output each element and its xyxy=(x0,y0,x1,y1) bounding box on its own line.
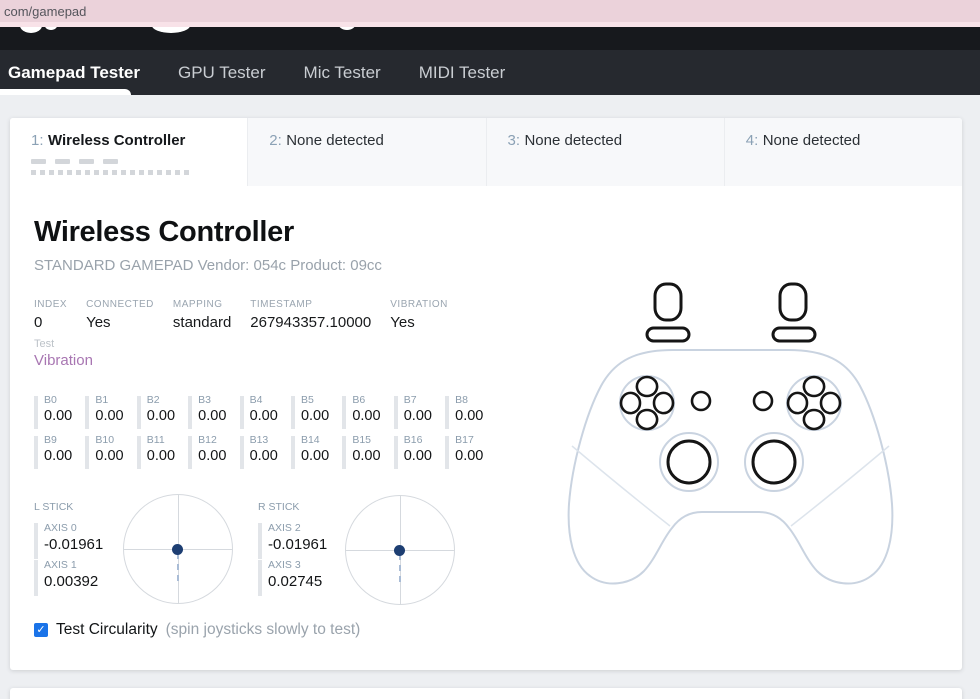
controller-body-icon xyxy=(567,349,894,585)
button-cell-b7: B7 0.00 xyxy=(393,394,445,431)
axis-3-cell: AXIS 3 0.02745 xyxy=(258,559,348,596)
right-stick-icon xyxy=(751,439,797,485)
button-cell-b16: B16 0.00 xyxy=(393,434,445,471)
body-seam-right xyxy=(790,445,890,527)
nav-item-gamepad-tester[interactable]: Gamepad Tester xyxy=(8,62,140,82)
tab-slot-4[interactable]: 4: None detected xyxy=(723,118,962,186)
info-vibration: VIBRATION Yes xyxy=(390,299,448,331)
body-seam-left xyxy=(571,445,671,527)
button-cell-b12: B12 0.00 xyxy=(188,434,239,471)
right-trigger-icon xyxy=(778,282,808,322)
tab-slot-1[interactable]: 1: Wireless Controller xyxy=(10,118,248,186)
button-cell-b2: B2 0.00 xyxy=(136,394,188,431)
button-cell-b0: B0 0.00 xyxy=(34,394,85,431)
tab-slot-3[interactable]: 3: None detected xyxy=(485,118,724,186)
tab-number: 2: xyxy=(269,132,282,149)
info-mapping: MAPPING standard xyxy=(172,299,232,331)
left-trigger-icon xyxy=(653,282,683,322)
app-header xyxy=(0,27,980,50)
gamepad-diagram xyxy=(567,282,894,585)
left-bumper-icon xyxy=(645,326,691,343)
logo-shape-icon xyxy=(44,27,58,30)
share-button-icon xyxy=(690,390,712,412)
gamepad-info-row: INDEX 0 CONNECTED Yes MAPPING standard T… xyxy=(34,299,448,331)
tab-label: None detected xyxy=(524,132,623,149)
button-values-grid: B0 0.00 B1 0.00 B2 0.00 B3 0.00 B4 0.00 B5 0.0… xyxy=(34,394,497,471)
left-stick-plot xyxy=(123,494,233,604)
browser-url-bar[interactable]: com/gamepad xyxy=(0,0,980,27)
button-cell-b4: B4 0.00 xyxy=(239,394,291,431)
logo-shape-icon xyxy=(338,27,356,30)
right-bumper-icon xyxy=(771,326,817,343)
logo-shape-icon xyxy=(152,27,190,33)
button-cell-b3: B3 0.00 xyxy=(188,394,239,431)
tab-label: None detected xyxy=(762,132,861,149)
next-section-card xyxy=(10,688,962,699)
vibration-test-link[interactable]: Vibration xyxy=(34,352,93,369)
button-cell-b10: B10 0.00 xyxy=(85,434,136,471)
tab-label: None detected xyxy=(286,132,384,149)
nav-item-mic-tester[interactable]: Mic Tester xyxy=(303,62,381,82)
test-label: Test xyxy=(34,338,55,350)
axis-1-cell: AXIS 1 0.00392 xyxy=(34,559,124,596)
gamepad-slot-tabs: 1: Wireless Controller 2: None detected … xyxy=(10,118,962,186)
button-cell-b11: B11 0.00 xyxy=(136,434,188,471)
page-title: Wireless Controller xyxy=(34,216,294,248)
circularity-hint: (spin joysticks slowly to test) xyxy=(165,621,361,638)
button-cell-b6: B6 0.00 xyxy=(342,394,393,431)
top-nav: Gamepad Tester GPU Tester Mic Tester MID… xyxy=(0,50,980,95)
url-bar-stripe xyxy=(0,22,980,27)
left-stick-header: L STICK xyxy=(34,501,74,513)
options-button-icon xyxy=(752,390,774,412)
tab-number: 3: xyxy=(507,132,521,149)
logo-shape-icon xyxy=(20,27,42,33)
circularity-label: Test Circularity xyxy=(56,621,158,638)
button-cell-b13: B13 0.00 xyxy=(239,434,291,471)
test-circularity-checkbox[interactable]: ✓ xyxy=(34,623,48,637)
dpad-icon xyxy=(619,375,675,431)
button-cell-b1: B1 0.00 xyxy=(85,394,136,431)
button-cell-b17: B17 0.00 xyxy=(445,434,496,471)
info-index: INDEX 0 xyxy=(34,299,68,331)
tab-number: 1: xyxy=(31,132,44,149)
button-cell-b5: B5 0.00 xyxy=(290,394,342,431)
button-cell-b9: B9 0.00 xyxy=(34,434,85,471)
button-cell-b14: B14 0.00 xyxy=(290,434,342,471)
info-timestamp: TIMESTAMP 267943357.10000 xyxy=(250,299,372,331)
right-stick-plot xyxy=(345,495,455,605)
axis-0-cell: AXIS 0 -0.01961 xyxy=(34,522,124,559)
gamepad-id-subtitle: STANDARD GAMEPAD Vendor: 054c Product: 0… xyxy=(34,257,382,274)
button-indicators xyxy=(31,170,247,175)
left-stick-position-dot xyxy=(172,544,183,555)
right-stick-header: R STICK xyxy=(258,501,300,513)
button-cell-b8: B8 0.00 xyxy=(445,394,496,431)
left-stick-icon xyxy=(666,439,712,485)
right-stick-position-dot xyxy=(394,545,405,556)
button-cell-b15: B15 0.00 xyxy=(342,434,393,471)
axis-indicators xyxy=(31,159,247,164)
tab-label: Wireless Controller xyxy=(47,132,186,149)
circularity-row: ✓ Test Circularity (spin joysticks slowl… xyxy=(34,621,360,639)
face-buttons-icon xyxy=(786,375,842,431)
tab-number: 4: xyxy=(745,132,759,149)
axis-2-cell: AXIS 2 -0.01961 xyxy=(258,522,348,559)
info-connected: CONNECTED Yes xyxy=(86,299,154,331)
active-nav-indicator xyxy=(0,89,131,95)
nav-item-midi-tester[interactable]: MIDI Tester xyxy=(418,62,506,82)
nav-item-gpu-tester[interactable]: GPU Tester xyxy=(177,62,266,82)
url-text[interactable]: com/gamepad xyxy=(4,4,87,19)
right-stick-ring-icon xyxy=(744,432,804,492)
tab-slot-2[interactable]: 2: None detected xyxy=(247,118,486,186)
test-block: Test Vibration xyxy=(34,338,93,370)
left-stick-ring-icon xyxy=(659,432,719,492)
